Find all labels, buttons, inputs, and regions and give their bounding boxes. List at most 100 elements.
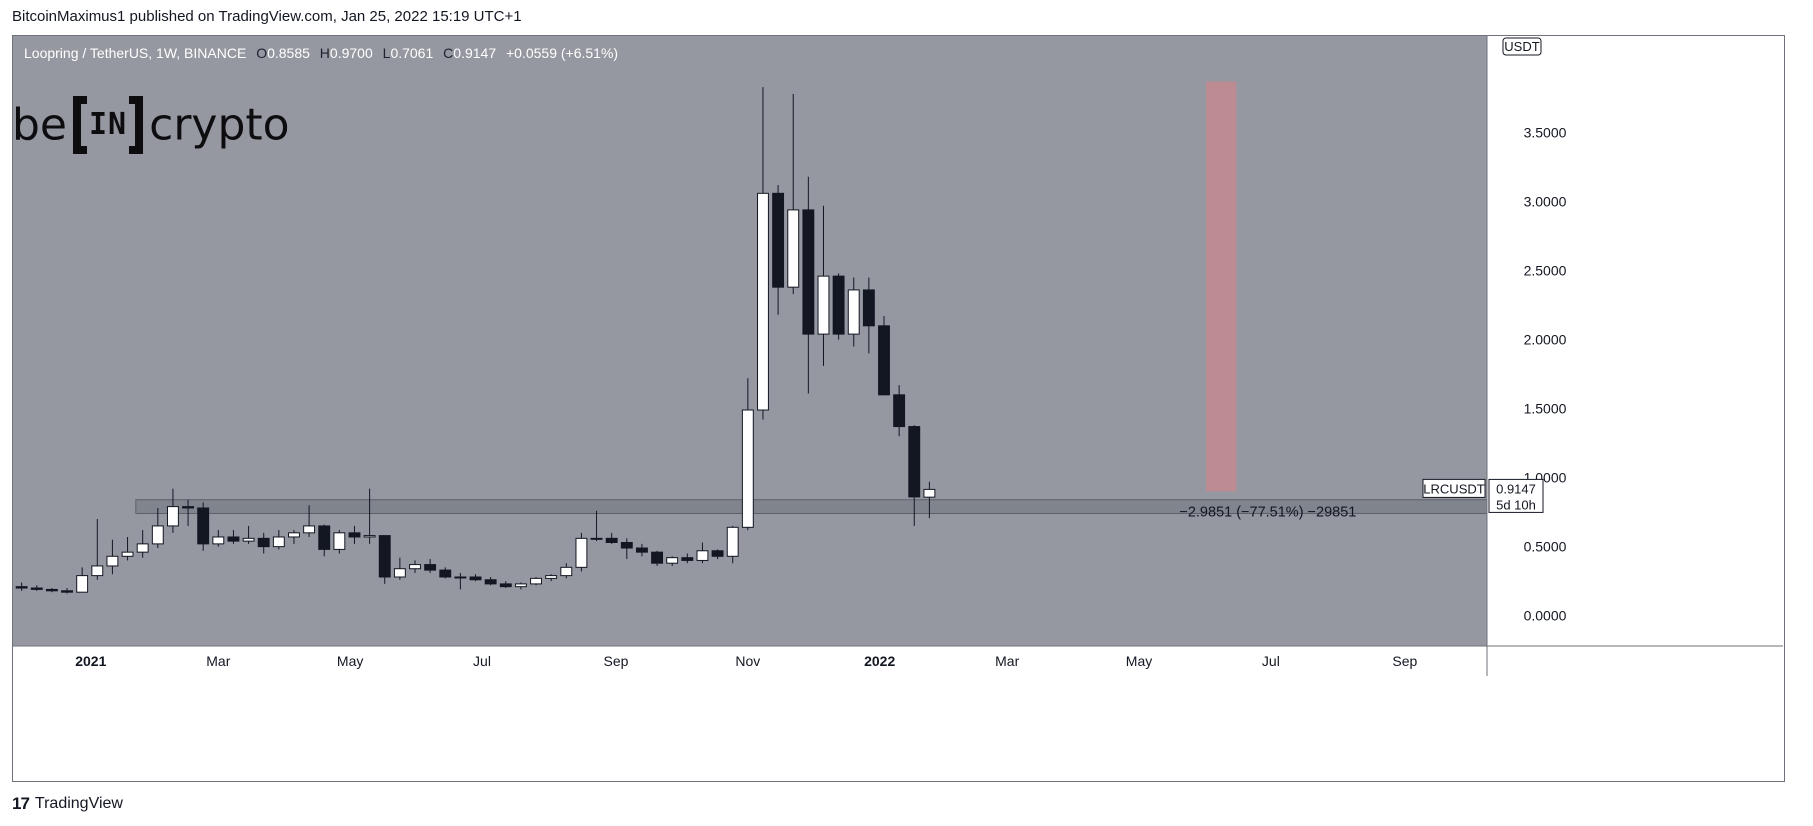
- candle: [530, 576, 542, 586]
- candle: [257, 532, 270, 554]
- candle: [605, 532, 618, 544]
- legend-low: 0.7061: [390, 45, 434, 61]
- red-target-zone: [1206, 81, 1237, 492]
- time-tick-label: May: [337, 653, 363, 669]
- legend-low-label: L: [382, 45, 391, 61]
- candle: [121, 536, 134, 561]
- candle: [757, 87, 769, 420]
- candle-body: [76, 575, 89, 593]
- candle-body: [802, 209, 815, 335]
- candle-body: [666, 557, 679, 564]
- candle: [862, 277, 875, 354]
- candle: [333, 530, 346, 554]
- candle: [893, 385, 906, 437]
- candle-body: [696, 550, 709, 561]
- candle-body: [227, 536, 240, 542]
- time-tick-label: May: [1126, 653, 1152, 669]
- publish-credit: BitcoinMaximus1 published on TradingView…: [12, 8, 522, 25]
- candle: [878, 316, 890, 396]
- beincrypto-logo: be IN crypto: [12, 96, 290, 154]
- candle-body: [530, 577, 542, 585]
- candle-body: [212, 536, 225, 545]
- candle: [469, 574, 482, 582]
- candle-body: [908, 426, 921, 498]
- measure-label: −2.9851 (−77.51%) −29851: [1179, 504, 1356, 520]
- symbol-tag: LRCUSDT: [1423, 481, 1484, 496]
- candle-body: [363, 535, 376, 538]
- symbol-tag-box: [1422, 478, 1486, 498]
- candle-body: [348, 532, 361, 538]
- candle: [666, 556, 679, 566]
- candle: [590, 510, 603, 542]
- candle-body: [30, 587, 43, 590]
- legend-symbol: Loopring / TetherUS, 1W, BINANCE: [24, 45, 247, 61]
- candle: [711, 549, 724, 560]
- candle-body: [560, 566, 573, 577]
- candle-body: [166, 506, 179, 527]
- time-tick-label: Jul: [473, 653, 491, 669]
- candle-body: [787, 209, 800, 288]
- candle-body: [711, 550, 724, 557]
- candle: [908, 425, 921, 526]
- candle-body: [393, 568, 406, 578]
- candle: [499, 581, 512, 589]
- price-tick-label: 0.5000: [1524, 539, 1567, 555]
- candle: [681, 553, 694, 564]
- candle: [61, 588, 73, 594]
- candle: [832, 273, 845, 340]
- candle-body: [862, 289, 875, 327]
- candle: [741, 378, 754, 531]
- candle-body: [590, 537, 603, 540]
- candle: [242, 525, 255, 544]
- candle-body: [681, 557, 694, 561]
- logo-in: IN: [89, 107, 128, 142]
- candle: [847, 277, 860, 347]
- price-tick-label: 3.0000: [1524, 194, 1567, 210]
- candle: [787, 93, 800, 295]
- candle-body: [847, 289, 860, 335]
- time-tick-label: Sep: [604, 653, 629, 669]
- tradingview-logo-icon: 17: [12, 794, 30, 813]
- candle-body: [409, 564, 421, 570]
- candle: [484, 576, 497, 586]
- time-tick-label: 2021: [75, 653, 106, 669]
- candle: [30, 585, 43, 591]
- currency-badge-box: [1502, 37, 1542, 56]
- legend-change: +0.0559 (+6.51%): [506, 45, 619, 61]
- price-tick-label: 3.5000: [1524, 125, 1567, 141]
- candle: [923, 481, 936, 519]
- candle: [772, 185, 785, 315]
- candle: [696, 542, 709, 564]
- candle: [76, 567, 89, 593]
- candle-body: [378, 535, 391, 578]
- candle: [363, 488, 376, 544]
- candle-body: [242, 537, 255, 542]
- candle-body: [439, 569, 452, 578]
- candle: [318, 524, 331, 557]
- candle-body: [832, 275, 845, 335]
- candle: [151, 507, 164, 549]
- candle: [454, 572, 467, 590]
- currency-badge: USDT: [1504, 39, 1539, 54]
- countdown-tag: 5d 10h: [1496, 497, 1536, 512]
- candle: [272, 530, 285, 550]
- candle: [635, 543, 648, 557]
- price-tick-label: 0.0000: [1524, 608, 1567, 624]
- candle: [91, 519, 104, 580]
- candle: [303, 505, 316, 537]
- candle-body: [469, 576, 482, 581]
- candle-body: [817, 275, 830, 335]
- candle-body: [635, 547, 648, 553]
- candle: [514, 582, 527, 590]
- price-tag: 0.9147: [1496, 481, 1536, 496]
- tradingview-footer[interactable]: 17 TradingView: [12, 794, 123, 814]
- logo-be: be: [12, 99, 67, 151]
- candle-body: [45, 588, 58, 592]
- symbol-legend: Loopring / TetherUS, 1W, BINANCE O0.8585…: [24, 45, 618, 61]
- candle-body: [545, 575, 558, 579]
- candle-body: [484, 579, 497, 585]
- candle: [288, 530, 300, 544]
- price-tick-label: 1.5000: [1524, 401, 1567, 417]
- time-tick-label: Sep: [1392, 653, 1417, 669]
